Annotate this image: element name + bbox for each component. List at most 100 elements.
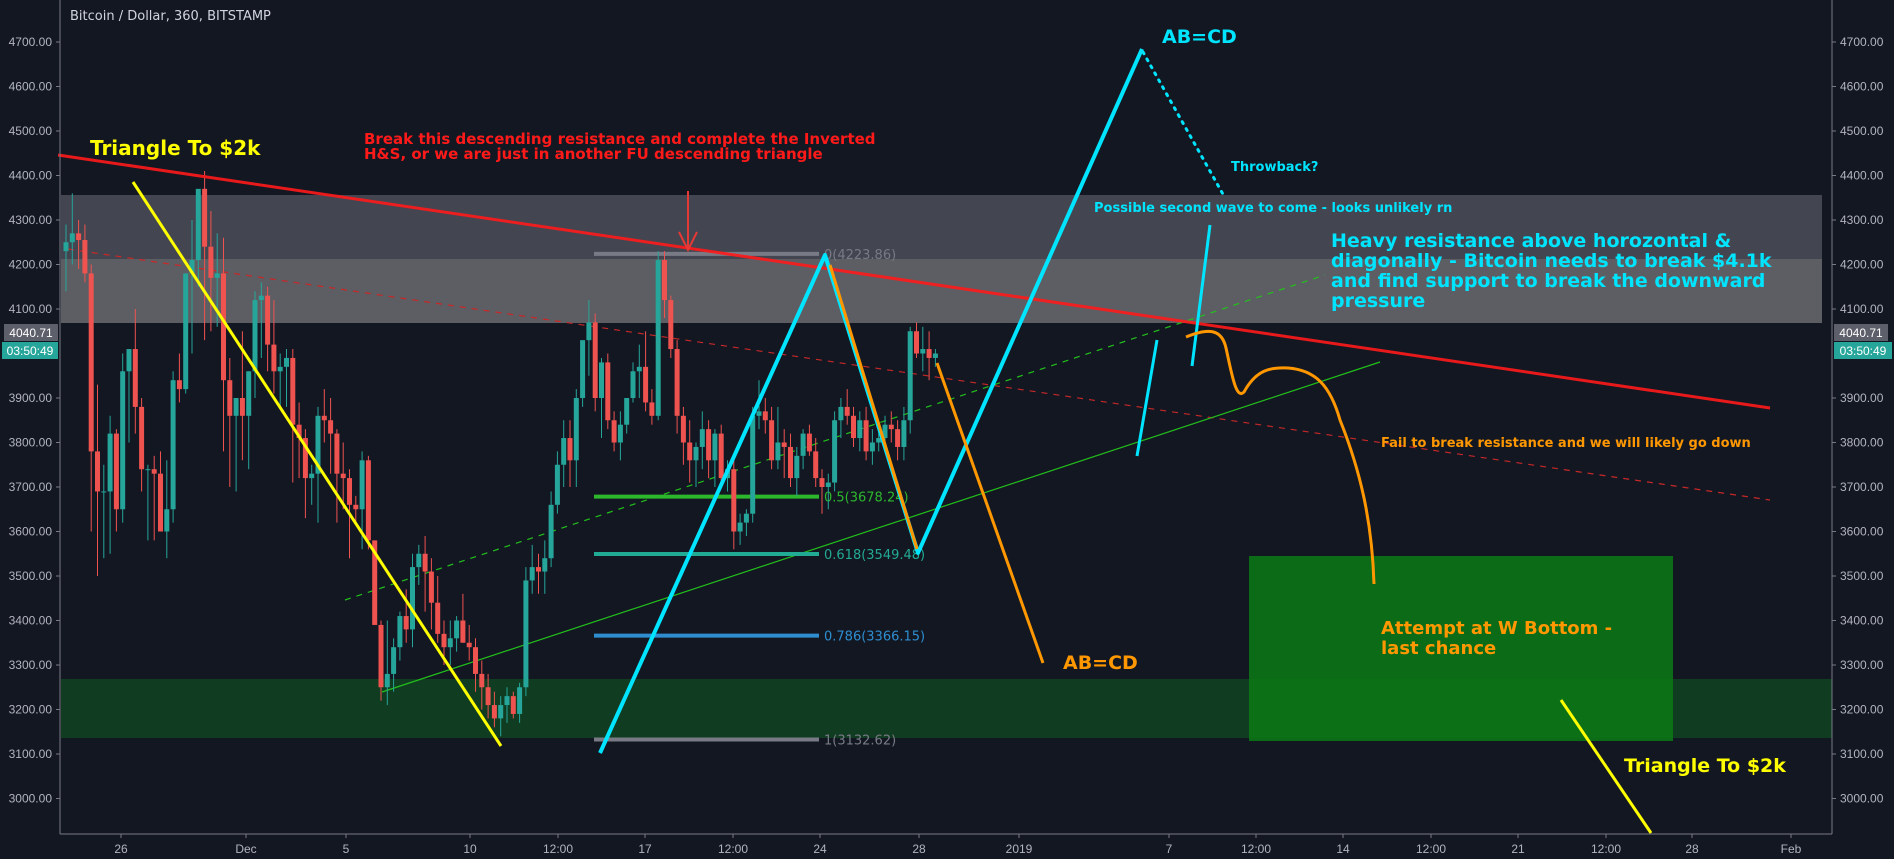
price-tick: 3500.00 3500.00 <box>9 569 1884 583</box>
annotation-break-resistance-2[interactable]: H&S, or we are just in another FU descen… <box>364 145 823 163</box>
svg-text:3100.00: 3100.00 <box>9 747 53 761</box>
candle <box>328 398 334 474</box>
svg-text:3600.00: 3600.00 <box>9 525 53 539</box>
svg-text:3700.00: 3700.00 <box>1840 480 1884 494</box>
candle <box>781 429 787 479</box>
svg-text:3400.00: 3400.00 <box>1840 614 1884 628</box>
price-tick: 3000.00 3000.00 <box>9 792 1884 806</box>
annotation-heavy-resistance[interactable]: Heavy resistance above horozontal & diag… <box>1331 230 1772 312</box>
candle <box>170 371 176 523</box>
candle <box>145 464 151 541</box>
last-price-badge-left: 4040.71 03:50:49 <box>2 324 58 359</box>
svg-text:3400.00: 3400.00 <box>9 614 53 628</box>
candle <box>239 331 245 461</box>
time-tick: 14 <box>1336 834 1350 856</box>
fib-level[interactable]: 0.618(3549.48) <box>594 548 925 563</box>
svg-text:3300.00: 3300.00 <box>1840 658 1884 672</box>
annotation-triangle-bottom[interactable]: Triangle To $2k <box>1624 755 1786 777</box>
svg-text:4700.00: 4700.00 <box>9 35 53 49</box>
cyan-recent-leg[interactable] <box>1135 339 1159 457</box>
candle <box>712 429 718 487</box>
svg-text:4100.00: 4100.00 <box>9 302 53 316</box>
candle <box>901 406 907 461</box>
yellow-triangle-line-right[interactable] <box>1559 699 1653 834</box>
candle <box>630 362 636 403</box>
price-tick: 3900.00 3900.00 <box>9 391 1884 405</box>
fib-level[interactable]: 0.5(3678.24) <box>594 491 909 506</box>
fib-level-label: 0.786(3366.15) <box>824 630 925 645</box>
candle <box>246 371 252 470</box>
time-tick: 12:00 <box>543 834 573 856</box>
svg-text:3800.00: 3800.00 <box>9 436 53 450</box>
svg-text:3500.00: 3500.00 <box>9 569 53 583</box>
svg-text:3600.00: 3600.00 <box>1840 525 1884 539</box>
candle <box>605 353 611 430</box>
annotation-abcd-cyan[interactable]: AB=CD <box>1162 26 1237 48</box>
w-bottom-zone[interactable] <box>1249 556 1673 741</box>
dashed-red-resistance-line[interactable] <box>67 248 1771 501</box>
descending-resistance-line[interactable] <box>57 153 1771 410</box>
candle <box>252 291 258 398</box>
svg-text:4200.00: 4200.00 <box>9 258 53 272</box>
candle <box>132 309 138 434</box>
svg-text:3900.00: 3900.00 <box>1840 391 1884 405</box>
fib-level-label: 1(3132.62) <box>824 733 896 748</box>
orange-projection-curve[interactable] <box>1185 329 1376 585</box>
orange-abcd-pattern[interactable] <box>828 264 919 550</box>
candle <box>164 460 170 559</box>
orange-abcd-leg-cd[interactable] <box>935 362 1045 664</box>
svg-text:Feb: Feb <box>1781 842 1802 856</box>
candle <box>844 389 850 425</box>
svg-text:diagonally - Bitcoin needs to: diagonally - Bitcoin needs to break $4.1… <box>1331 250 1772 272</box>
svg-text:3000.00: 3000.00 <box>9 792 53 806</box>
cyan-throwback-dotted[interactable] <box>1141 50 1226 198</box>
candle <box>82 224 88 283</box>
candle <box>233 398 239 492</box>
candle <box>750 406 756 523</box>
annotation-throwback[interactable]: Throwback? <box>1231 160 1318 175</box>
time-tick: 17 <box>638 834 652 856</box>
annotation-triangle-top[interactable]: Triangle To $2k <box>90 136 261 160</box>
candle <box>932 349 938 367</box>
time-tick: 10 <box>463 834 477 856</box>
candle <box>76 220 82 269</box>
annotation-w-bottom[interactable]: Attempt at W Bottom - last chance <box>1381 618 1612 659</box>
candle <box>365 455 371 550</box>
fib-retracement[interactable]: 0(4223.86) 0.5(3678.24) 0.618(3549.48) 0.78… <box>594 248 925 749</box>
fib-level-label: 0.618(3549.48) <box>824 548 925 563</box>
svg-text:4200.00: 4200.00 <box>1840 258 1884 272</box>
candle <box>794 446 800 496</box>
annotation-break-resistance-1[interactable]: Break this descending resistance and com… <box>364 130 876 148</box>
svg-text:03:50:49: 03:50:49 <box>1840 344 1887 358</box>
time-tick: 5 <box>343 834 350 856</box>
svg-text:4600.00: 4600.00 <box>9 80 53 94</box>
green-support-trendline[interactable] <box>381 361 1381 693</box>
svg-text:4400.00: 4400.00 <box>9 169 53 183</box>
candle <box>158 451 163 532</box>
fib-level[interactable]: 0.786(3366.15) <box>594 630 925 645</box>
svg-text:12:00: 12:00 <box>718 842 748 856</box>
candle <box>819 469 825 514</box>
fib-level[interactable]: 1(3132.62) <box>594 733 896 748</box>
time-tick: 21 <box>1511 834 1525 856</box>
time-tick: 7 <box>1166 834 1173 856</box>
candle <box>529 544 535 594</box>
candle <box>271 300 277 394</box>
fib-level[interactable]: 0(4223.86) <box>594 248 896 263</box>
svg-text:last chance: last chance <box>1381 638 1496 659</box>
cyan-second-wave-line[interactable] <box>1190 224 1212 367</box>
yellow-triangle-line-left[interactable] <box>131 181 503 747</box>
candle <box>466 624 472 661</box>
annotation-fail-break[interactable]: Fail to break resistance and we will lik… <box>1381 436 1751 451</box>
candle <box>510 691 516 719</box>
time-scale[interactable]: 26 Dec 5 10 12:00 17 12:00 24 28 2019 7 12:00 14 12:0… <box>114 834 1802 856</box>
annotation-abcd-orange[interactable]: AB=CD <box>1063 652 1138 674</box>
svg-text:3900.00: 3900.00 <box>9 391 53 405</box>
annotation-second-wave[interactable]: Possible second wave to come - looks unl… <box>1094 201 1452 216</box>
svg-text:Heavy resistance above horozon: Heavy resistance above horozontal & <box>1331 230 1731 252</box>
candle <box>857 411 863 452</box>
svg-text:03:50:49: 03:50:49 <box>7 344 54 358</box>
candle <box>680 406 686 465</box>
